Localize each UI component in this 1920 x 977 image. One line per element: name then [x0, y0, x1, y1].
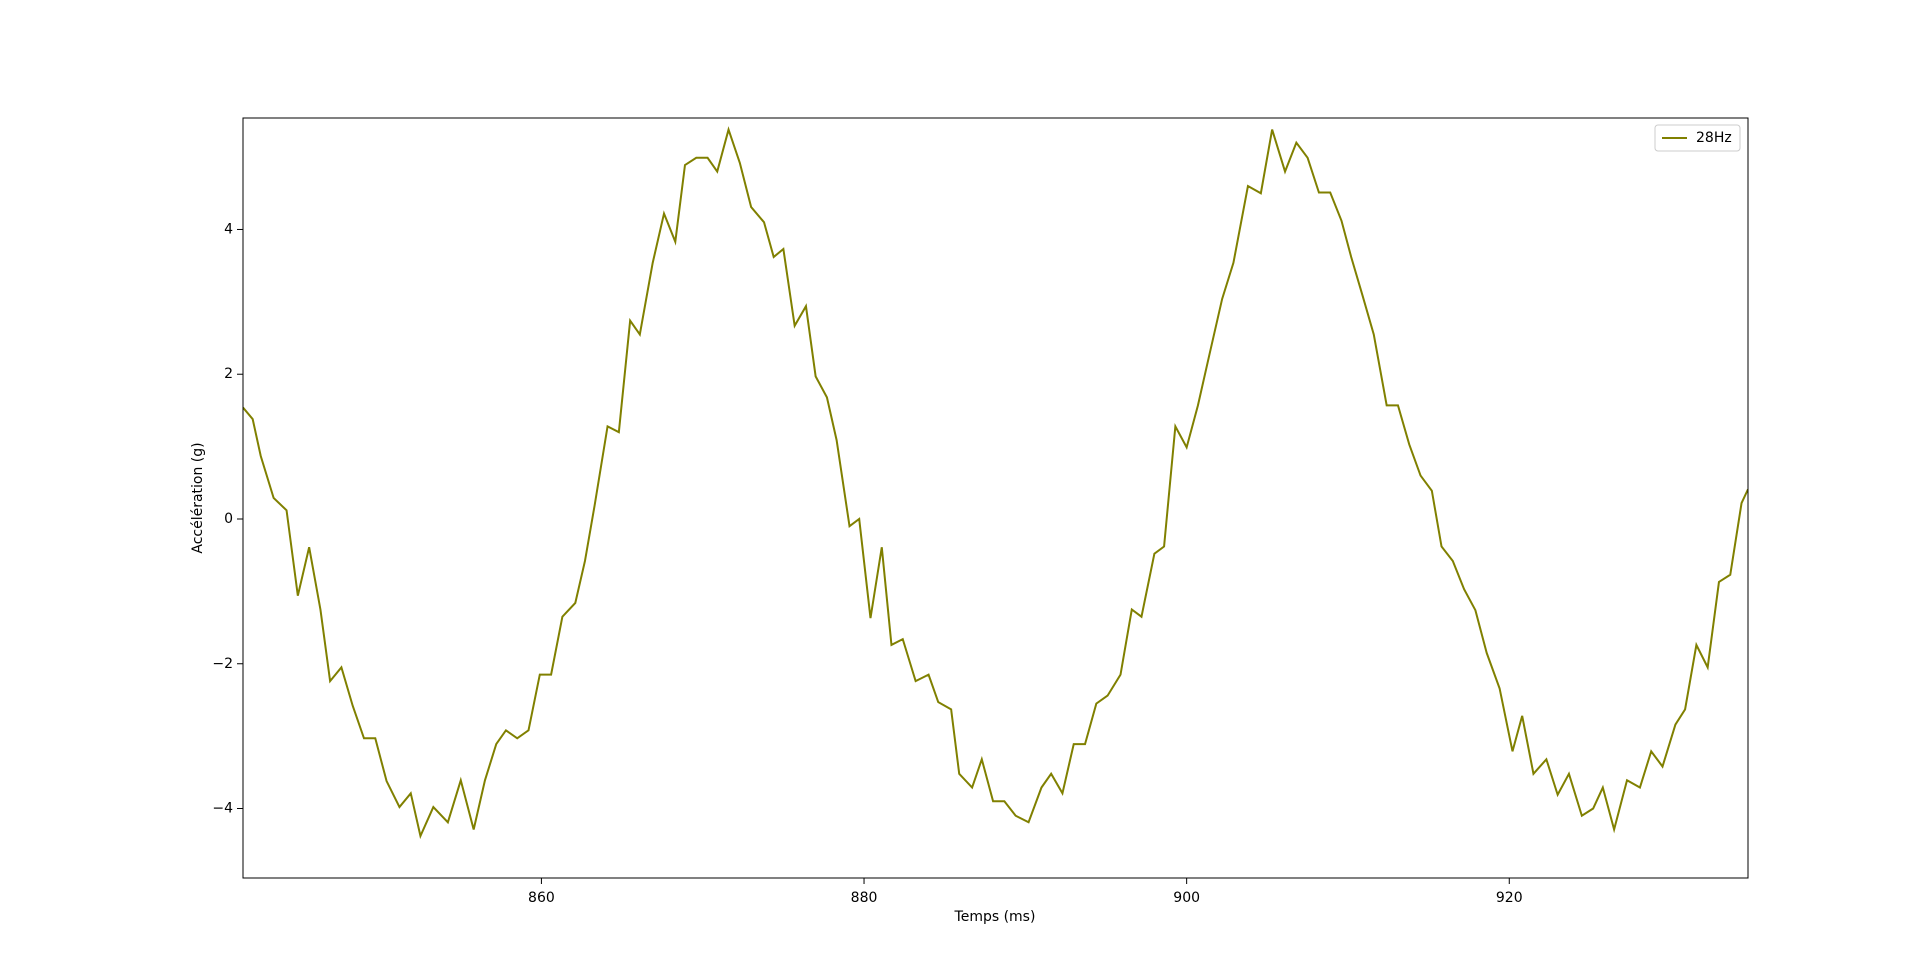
- data-line: [243, 126, 1748, 840]
- legend-box: [1654, 124, 1741, 152]
- y-tick-label: 0: [224, 511, 233, 527]
- y-tick-label: −2: [212, 656, 233, 672]
- y-tick-label: −4: [212, 801, 233, 817]
- x-axis-label: Temps (ms): [954, 909, 1036, 925]
- x-tick-label: 860: [528, 890, 555, 906]
- x-tick-label: 900: [1173, 890, 1200, 906]
- y-axis-label: Accélération (g): [190, 442, 206, 553]
- y-tick-label: 4: [224, 221, 233, 237]
- x-tick-label: 920: [1496, 890, 1523, 906]
- y-tick-label: 2: [224, 366, 233, 382]
- x-tick-label: 880: [851, 890, 878, 906]
- legend-label: 28Hz: [1696, 130, 1732, 146]
- plot-frame: [242, 117, 1749, 879]
- legend: 28Hz: [1654, 124, 1741, 152]
